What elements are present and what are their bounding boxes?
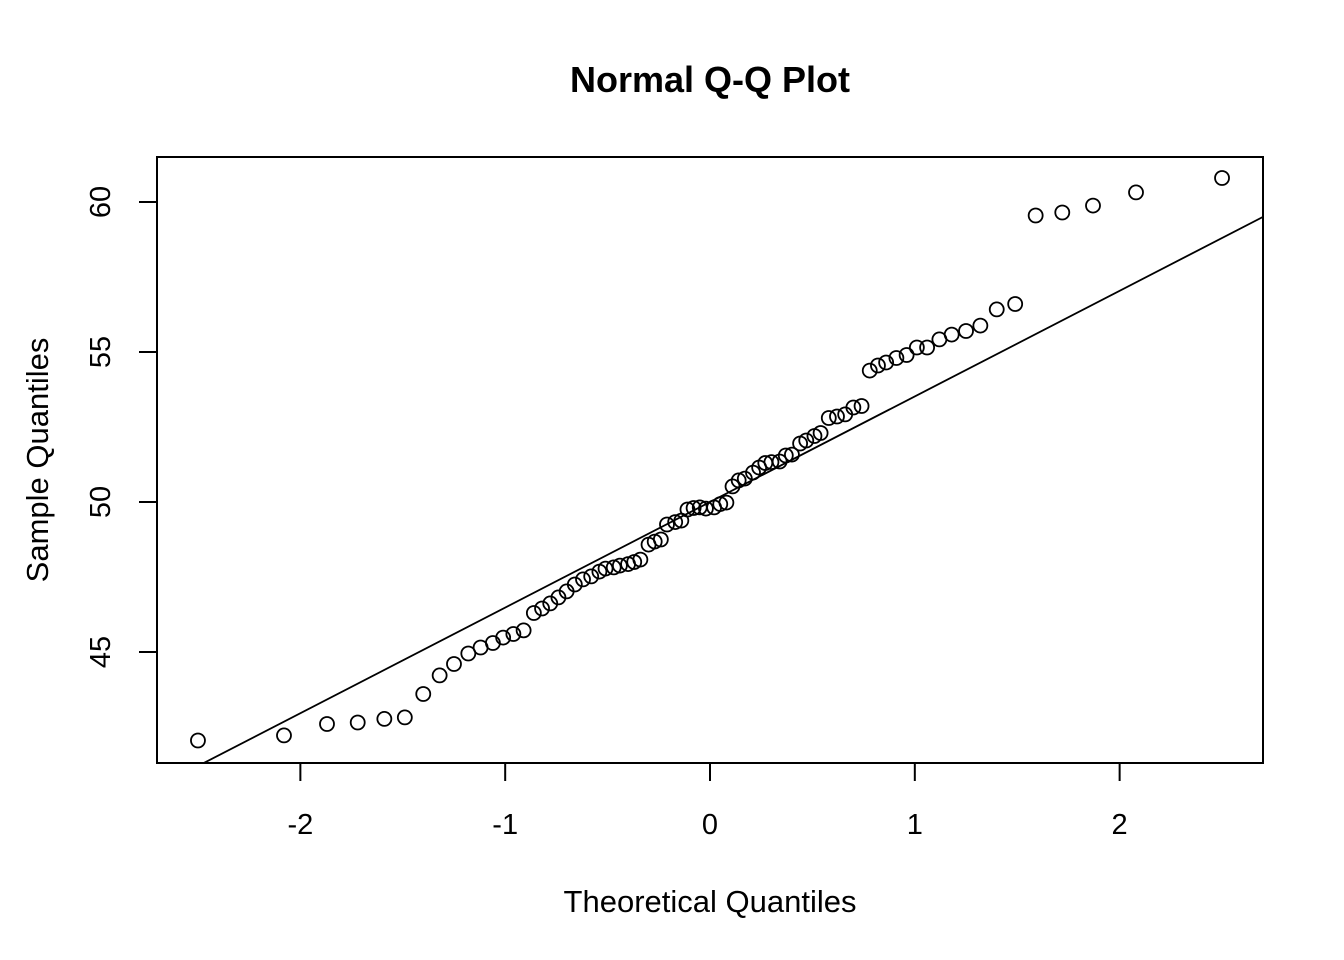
data-point [777, 447, 794, 464]
data-point [415, 686, 432, 702]
data-point [495, 629, 512, 646]
data-point [679, 501, 696, 518]
data-point [659, 516, 675, 533]
x-tick-label: 2 [1112, 809, 1128, 841]
plot-frame [156, 156, 1264, 764]
y-axis-title: Sample Quantiles [20, 338, 55, 583]
data-point [652, 531, 669, 548]
data-point [505, 626, 522, 642]
data-point [1027, 207, 1044, 224]
x-tick-label: 0 [702, 809, 718, 841]
data-point [396, 709, 413, 726]
data-point [943, 326, 960, 343]
data-point [597, 560, 614, 577]
data-point [1128, 184, 1144, 201]
data-point [718, 494, 735, 511]
data-point [972, 317, 989, 334]
data-point [870, 357, 886, 374]
data-point [525, 605, 542, 621]
x-axis: -2 -1 0 1 2 [287, 763, 1128, 841]
data-point [376, 711, 393, 727]
data-point [1214, 170, 1230, 186]
data-point [908, 339, 925, 356]
data-point [515, 622, 532, 639]
data-point [319, 716, 335, 732]
data-point [349, 714, 366, 731]
data-point [1007, 296, 1024, 312]
y-axis: 45 50 55 60 [85, 186, 157, 668]
data-point [1085, 197, 1101, 214]
data-point [460, 645, 477, 662]
data-point [988, 301, 1005, 318]
data-point [611, 557, 628, 574]
data-point [763, 454, 780, 471]
data-point [1054, 204, 1071, 221]
x-axis-title: Theoretical Quantiles [564, 884, 857, 919]
y-tick-label: 55 [85, 336, 117, 368]
data-point [566, 576, 583, 593]
x-tick-label: -1 [492, 809, 518, 841]
data-point [829, 408, 845, 425]
data-point [667, 514, 684, 530]
data-point [784, 446, 800, 463]
y-tick-label: 60 [85, 186, 117, 218]
data-point [698, 500, 714, 517]
data-point [605, 559, 622, 576]
data-point [632, 551, 649, 568]
data-point [820, 410, 837, 426]
x-tick-label: 1 [907, 809, 923, 841]
data-point [712, 496, 729, 513]
data-point [190, 732, 206, 749]
data-point [575, 571, 591, 588]
data-point [730, 472, 747, 489]
data-point [798, 432, 815, 449]
data-point [534, 600, 550, 617]
points-layer [190, 170, 1230, 749]
data-point [845, 399, 862, 416]
data-point [898, 347, 915, 363]
data-point [431, 667, 448, 684]
data-point [583, 568, 600, 585]
data-point [276, 727, 292, 744]
data-point [958, 323, 974, 339]
data-point [919, 339, 936, 356]
data-point [446, 656, 462, 672]
y-tick-label: 45 [85, 636, 117, 668]
data-point [861, 362, 878, 379]
chart-title: Normal Q-Q Plot [570, 59, 850, 100]
data-point [888, 350, 905, 366]
data-point [878, 354, 895, 371]
data-point [812, 425, 829, 441]
data-point [853, 398, 870, 414]
x-tick-label: -2 [287, 809, 313, 841]
y-tick-label: 50 [85, 486, 117, 518]
data-point [685, 500, 702, 516]
